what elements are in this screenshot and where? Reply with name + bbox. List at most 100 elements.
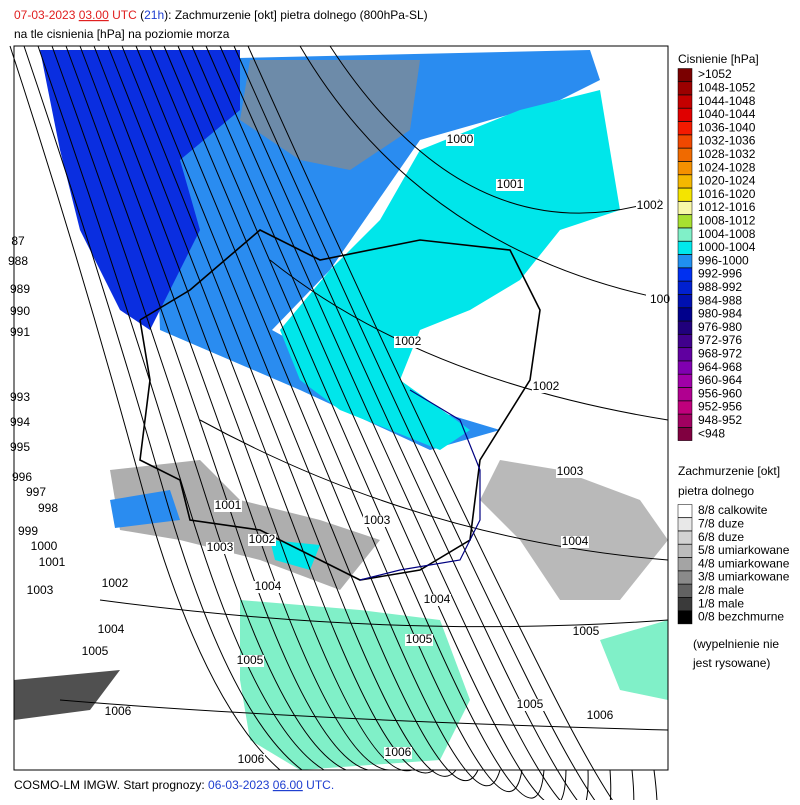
isobar — [9, 45, 281, 771]
isobar-label: 989 — [10, 282, 30, 296]
legend-label: >1052 — [698, 67, 732, 81]
isobar-label: 991 — [10, 325, 30, 339]
label-bg — [237, 754, 265, 766]
isobar-label: 995 — [10, 440, 30, 454]
isobar-label: 1005 — [82, 644, 109, 658]
isobar-label: 1002 — [249, 532, 276, 546]
map: 1000 1001 1002 87 988 989 990 991 1002 100 1002 993… — [4, 45, 674, 805]
legend-label: 952-956 — [698, 400, 742, 414]
legend-swatch — [677, 427, 693, 441]
isobar-label: 990 — [10, 304, 30, 318]
cloud-gray — [14, 670, 120, 720]
pressure-legend: >10521048-10521044-10481040-10441036-104… — [677, 67, 756, 441]
legend-swatch — [677, 374, 693, 388]
isobar-label: 1000 — [31, 539, 58, 553]
label-bg — [214, 500, 242, 512]
label-bg — [6, 327, 34, 339]
isobar — [199, 419, 669, 561]
isobar-label: 1006 — [238, 752, 265, 766]
isobar-label: 996 — [12, 470, 32, 484]
label-bg — [516, 699, 544, 711]
label-bg — [496, 179, 524, 191]
label-bg — [26, 585, 54, 597]
isobar-label: 1004 — [98, 622, 125, 636]
isobar — [205, 45, 589, 805]
legend-label: 1032-1036 — [698, 134, 756, 148]
isobar — [219, 45, 612, 805]
legend-swatch — [677, 347, 693, 362]
legend-swatch — [677, 121, 693, 135]
legend-swatch — [677, 241, 693, 255]
legend-swatch — [677, 570, 693, 585]
map-frame — [13, 45, 669, 771]
isobar — [37, 45, 325, 771]
legend-swatch — [677, 174, 693, 189]
isobar — [51, 45, 347, 771]
title: ): Zachmurzenie [okt] pietra dolnego (80… — [164, 8, 427, 22]
legend-swatch — [677, 414, 693, 428]
blue-region — [150, 50, 600, 450]
label-bg — [14, 526, 42, 538]
label-bg — [556, 466, 584, 478]
legend-label: <948 — [698, 426, 725, 440]
label-bg — [384, 747, 412, 759]
label-bg — [236, 655, 264, 667]
header-line2: na tle cisnienia [hPa] na poziomie morza — [14, 27, 230, 41]
darkblue-region — [40, 50, 240, 330]
isobars — [9, 45, 669, 805]
legend-swatch — [677, 214, 693, 229]
river — [359, 389, 481, 581]
isobar-label: 1005 — [573, 624, 600, 638]
legend-label: 1004-1008 — [698, 227, 756, 241]
isobar-label: 1001 — [39, 555, 66, 569]
legend-swatch — [677, 334, 693, 348]
valid-date: 07-03-2023 — [14, 8, 76, 22]
legend-label: 5/8 umiarkowane — [698, 543, 790, 557]
mint-region — [240, 600, 470, 770]
isobar-labels: 1000 1001 1002 87 988 989 990 991 1002 100 1002 993… — [4, 132, 674, 766]
utc: UTC — [112, 8, 137, 22]
isobar-label: 1001 — [497, 177, 524, 191]
cyan-region — [280, 90, 620, 450]
label-bg — [423, 594, 451, 606]
isobar-label: 1002 — [395, 334, 422, 348]
isobar — [233, 45, 635, 805]
legend-swatch — [677, 584, 693, 598]
isobar — [299, 45, 669, 301]
legend-label: 988-992 — [698, 280, 742, 294]
legend-label: 992-996 — [698, 267, 742, 281]
label-bg — [22, 487, 50, 499]
paren: ( — [140, 8, 144, 22]
legend-label: 1000-1004 — [698, 240, 756, 254]
isobar-label: 1002 — [102, 576, 129, 590]
isobar-label: 1002 — [533, 379, 560, 393]
label-bg — [646, 294, 674, 306]
legend-label: 984-988 — [698, 293, 742, 307]
legend-swatch — [677, 307, 693, 322]
legend-label: 996-1000 — [698, 253, 749, 267]
isobar-label: 1005 — [517, 697, 544, 711]
label-bg — [636, 200, 664, 212]
label-bg — [6, 306, 34, 318]
blue-patch — [110, 490, 180, 528]
isobar-label: 998 — [38, 501, 58, 515]
label-bg — [101, 578, 129, 590]
legend-swatch — [677, 201, 693, 215]
label-bg — [561, 536, 589, 548]
isobar-label: 100 — [650, 292, 670, 306]
isobar-label: 1006 — [385, 745, 412, 759]
legend-swatch — [677, 400, 693, 415]
legend-label: 8/8 calkowite — [698, 503, 768, 517]
legend-swatch — [677, 557, 693, 571]
isobar — [135, 45, 479, 782]
isobar — [23, 45, 303, 771]
cloud-legend-note: (wypelnienie nie — [693, 637, 779, 651]
legend-swatch — [677, 187, 693, 202]
legend-label: 1028-1032 — [698, 147, 756, 161]
label-bg — [572, 626, 600, 638]
pressure-legend-title: Cisnienie [hPa] — [678, 52, 759, 66]
label-bg — [6, 417, 34, 429]
label-bg — [8, 472, 36, 484]
label-bg — [254, 581, 282, 593]
